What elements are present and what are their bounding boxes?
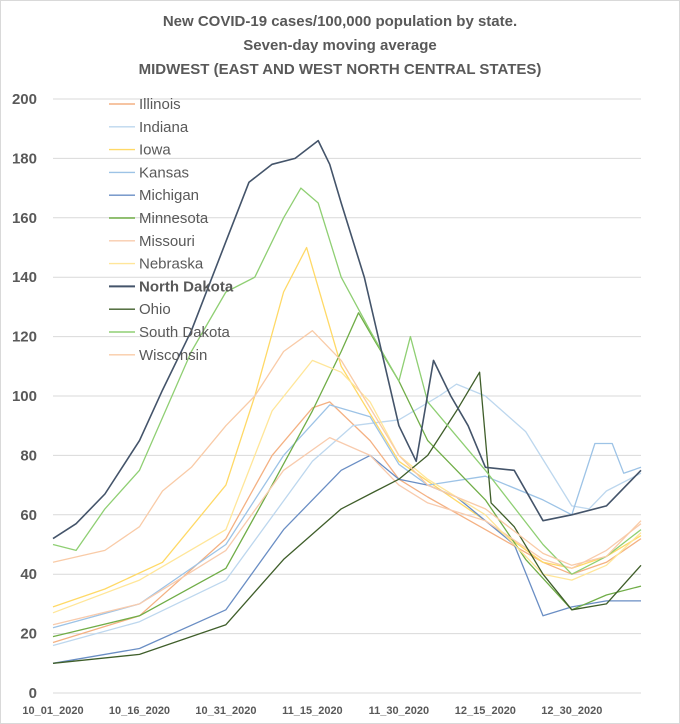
legend-entry: Michigan [109,187,199,204]
y-tick-label: 120 [12,329,37,346]
series-line-minnesota [52,312,642,638]
legend-label: North Dakota [139,278,234,295]
legend-entry: Wisconsin [109,347,207,364]
legend-label: Ohio [139,301,171,318]
y-tick-label: 40 [20,566,37,583]
legend-label: Iowa [139,142,171,159]
x-axis: 10_01_2020 10_16_2020 10_31_2020 11_15_2020… [22,705,602,717]
legend-entry: South Dakota [109,324,231,341]
legend-entry: Indiana [109,119,189,136]
x-tick-label: 11_30_2020 [369,705,430,717]
series-lines [52,139,642,664]
legend-label: Michigan [139,187,199,204]
title-line-3: MIDWEST (EAST AND WEST NORTH CENTRAL STA… [139,61,542,78]
legend-label: Wisconsin [139,347,207,364]
y-tick-label: 160 [12,210,37,227]
legend-entry: Iowa [109,142,171,159]
series-line-nebraska [52,359,642,614]
series-line-illinois [52,401,642,644]
x-tick-label: 12_30_2020 [541,705,602,717]
legend-label: Nebraska [139,256,204,273]
series-line-ohio [52,371,642,664]
chart-title: New COVID-19 cases/100,000 population by… [139,13,542,78]
series-line-wisconsin [52,330,642,566]
legend-entry: Ohio [109,301,171,318]
title-line-1: New COVID-19 cases/100,000 population by… [163,13,517,30]
y-tick-label: 0 [29,685,37,702]
y-tick-label: 20 [20,626,37,643]
x-tick-label: 12_15_2020 [455,705,516,717]
legend-label: Indiana [139,119,189,136]
x-tick-label: 10_01_2020 [22,705,83,717]
legend-label: Minnesota [139,210,209,227]
legend-entry: Nebraska [109,256,204,273]
gridlines [53,98,641,694]
legend-entry: Kansas [109,164,189,181]
legend-entry: North Dakota [109,278,234,295]
y-tick-label: 180 [12,150,37,167]
y-axis: 0 20 40 60 80 100 120 140 160 180 200 [12,91,37,702]
legend-entry: Missouri [109,233,195,250]
legend-entry: Illinois [109,96,181,113]
x-tick-label: 11_15_2020 [282,705,343,717]
x-tick-label: 10_31_2020 [195,705,256,717]
series-line-south-dakota [52,187,642,575]
legend: Illinois Indiana Iowa Kansas Michigan Minneso… [109,96,234,364]
series-line-north-dakota [52,139,642,540]
y-tick-label: 100 [12,388,37,405]
y-tick-label: 80 [20,447,37,464]
title-line-2: Seven-day moving average [243,37,436,54]
legend-label: Missouri [139,233,195,250]
legend-label: Illinois [139,96,181,113]
y-tick-label: 200 [12,91,37,108]
series-line-michigan [52,454,641,664]
legend-label: South Dakota [139,324,231,341]
x-tick-label: 10_16_2020 [109,705,170,717]
y-tick-label: 140 [12,269,37,286]
legend-label: Kansas [139,164,189,181]
series-line-missouri [52,436,642,626]
y-tick-label: 60 [20,507,37,524]
legend-entry: Minnesota [109,210,209,227]
